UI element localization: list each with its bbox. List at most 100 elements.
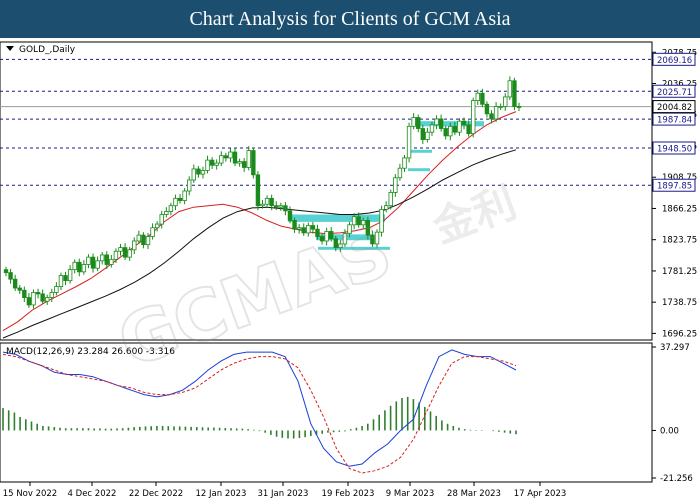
candle-body <box>324 231 329 242</box>
candle-body <box>480 92 485 105</box>
candle-body <box>145 236 151 246</box>
candle-body <box>54 286 59 293</box>
chart-area[interactable]: 2078.752036.251993.751951.251908.751866.… <box>0 38 700 500</box>
candle-body <box>127 249 132 258</box>
candle-body <box>122 247 128 258</box>
x-tick-label: 9 Mar 2023 <box>386 489 434 499</box>
candle-body <box>420 128 426 140</box>
macd-y-tick-label: -21.256 <box>660 474 693 484</box>
candle-body <box>388 192 393 207</box>
macd-y-tick-label: 0.00 <box>660 426 679 436</box>
level-label-box <box>652 52 696 66</box>
candle-body <box>26 297 32 306</box>
candle-body <box>329 231 334 240</box>
candle-body <box>196 168 201 175</box>
candle-body <box>443 128 448 137</box>
candle-body <box>338 243 343 248</box>
candle-body <box>425 131 430 140</box>
y-tick-label: 1908.75 <box>662 173 697 183</box>
candle-body <box>136 234 142 242</box>
candle-body <box>187 179 192 192</box>
candle-body <box>306 225 311 234</box>
y-tick-label: 1738.75 <box>662 298 697 308</box>
candle-body <box>310 225 316 230</box>
candle-body <box>209 159 215 166</box>
candle-body <box>150 227 155 237</box>
menu-triangle-icon[interactable] <box>6 46 14 51</box>
candle-body <box>45 297 50 302</box>
candle-body <box>182 190 187 201</box>
candle-body <box>503 96 508 107</box>
candle-body <box>274 205 279 208</box>
candle-body <box>516 106 522 108</box>
candle-body <box>200 170 206 175</box>
candle-body <box>177 197 183 201</box>
current-price-label: 2004.82 <box>657 103 692 113</box>
candle-body <box>489 113 494 120</box>
candle-body <box>283 205 288 212</box>
level-label-box <box>652 84 696 98</box>
macd-y-tick-label: 37.297 <box>660 343 690 353</box>
candle-body <box>393 177 398 193</box>
candle-body <box>264 197 270 205</box>
x-tick-label: 12 Jan 2023 <box>196 489 247 499</box>
candle-body <box>448 125 453 137</box>
candle-body <box>292 219 297 230</box>
main-pane-frame <box>0 41 653 341</box>
candle-body <box>86 256 91 265</box>
candle-body <box>237 161 242 164</box>
candle-body <box>452 125 458 133</box>
macd_line-line <box>2 349 517 467</box>
candle-body <box>67 269 73 282</box>
ma_short-line <box>2 111 517 332</box>
candle-body <box>90 256 96 269</box>
candle-body <box>383 205 389 210</box>
candle-body <box>434 118 439 126</box>
candle-body <box>507 80 513 98</box>
candle-body <box>342 233 348 245</box>
candle-body <box>512 80 517 107</box>
candle-body <box>109 258 114 265</box>
candle-body <box>159 214 164 225</box>
price-zone <box>408 168 430 172</box>
candle-body <box>214 162 219 166</box>
candle-body <box>365 219 371 236</box>
candle-body <box>8 272 13 280</box>
candle-body <box>81 264 87 273</box>
candle-body <box>333 238 338 248</box>
candle-body <box>498 106 503 108</box>
candle-body <box>205 159 210 171</box>
candle-body <box>168 205 174 212</box>
candle-body <box>141 234 146 246</box>
macd-label: MACD(12,26,9) 23.284 26.600 -3.316 <box>6 347 175 357</box>
ma_long-line <box>2 149 517 339</box>
candle-body <box>493 106 499 120</box>
candle-body <box>58 275 64 287</box>
candle-body <box>63 275 68 282</box>
level-label: 2025.71 <box>657 88 692 98</box>
candle-body <box>72 261 77 271</box>
level-label: 1948.50 <box>657 145 692 155</box>
candle-body <box>461 120 467 126</box>
candle-body <box>361 219 366 226</box>
candle-body <box>99 254 105 262</box>
candle-body <box>255 174 261 207</box>
candle-body <box>232 151 238 164</box>
main-price-pane <box>0 58 652 339</box>
candle-body <box>484 103 490 115</box>
level-label: 1897.85 <box>657 182 692 192</box>
candle-body <box>95 260 100 269</box>
candle-body <box>429 124 435 133</box>
candle-body <box>104 254 109 265</box>
candle-body <box>22 289 27 298</box>
candle-body <box>406 125 412 159</box>
level-label-box <box>652 178 696 192</box>
candle-body <box>296 227 302 230</box>
candle-body <box>17 287 22 291</box>
current-price-box <box>652 100 696 114</box>
candle-body <box>397 167 403 179</box>
candle-body <box>31 292 36 306</box>
candle-body <box>246 150 251 168</box>
y-tick-label: 1781.25 <box>662 267 697 277</box>
candle-body <box>379 208 384 233</box>
